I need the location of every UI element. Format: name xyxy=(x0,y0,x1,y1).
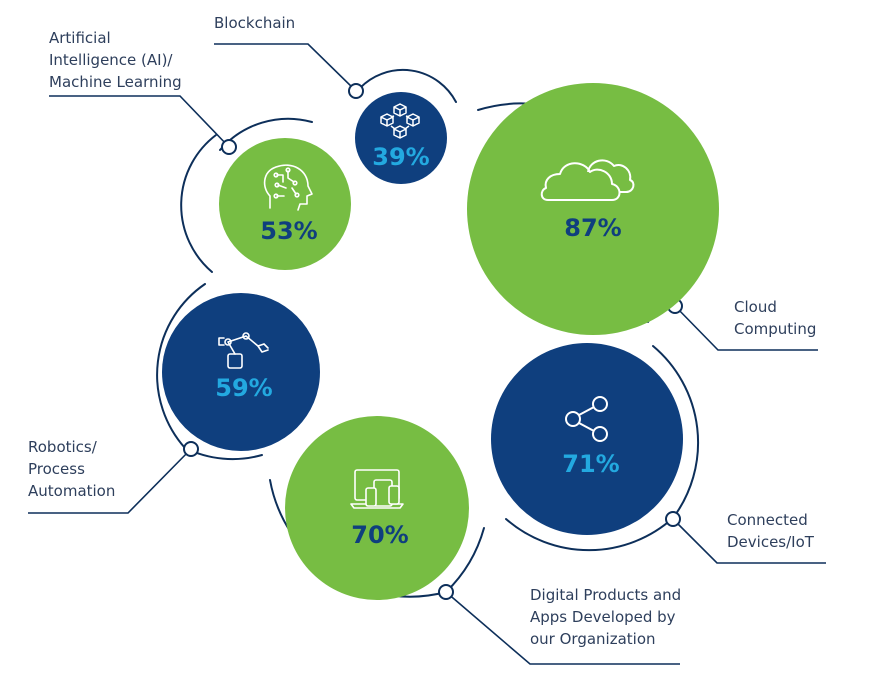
label-ai: Artificial Intelligence (AI)/ Machine Le… xyxy=(49,29,182,91)
arc-blockchain xyxy=(359,68,457,103)
dot-blockchain xyxy=(348,83,364,99)
label-cloud: Cloud Computing xyxy=(734,298,817,338)
dot-robotics xyxy=(183,441,199,457)
label-digital-products: Digital Products and Apps Developed by o… xyxy=(530,586,682,648)
label-iot: Connected Devices/IoT xyxy=(727,511,814,551)
arc-robotics xyxy=(156,283,206,449)
leader-digital xyxy=(445,591,680,665)
value-robotics: 59% xyxy=(215,374,272,402)
value-digital: 70% xyxy=(351,521,408,549)
leader-blockchain xyxy=(214,43,357,92)
dot-ai xyxy=(221,139,237,155)
value-blockchain: 39% xyxy=(372,143,429,171)
share-network-icon xyxy=(565,396,608,442)
robot-arm-icon xyxy=(218,332,269,369)
devices-icon xyxy=(350,469,404,509)
circle-ai xyxy=(219,138,351,270)
cloud-icon xyxy=(540,159,635,201)
circle-cloud xyxy=(467,83,719,335)
label-robotics: Robotics/ Process Automation xyxy=(28,438,116,500)
value-cloud: 87% xyxy=(564,214,621,242)
value-ai: 53% xyxy=(260,217,317,245)
leader-robotics xyxy=(28,448,192,514)
dot-iot xyxy=(665,511,681,527)
leader-iot xyxy=(672,518,826,564)
arc-ai xyxy=(180,134,217,273)
leader-ai xyxy=(49,95,230,148)
circle-iot xyxy=(491,343,683,535)
value-iot: 71% xyxy=(562,450,619,478)
circle-robotics xyxy=(162,293,320,451)
arc-iot-bottom xyxy=(505,517,674,552)
label-blockchain: Blockchain xyxy=(214,14,296,32)
dot-digital xyxy=(438,584,454,600)
leader-cloud xyxy=(674,305,818,351)
blockchain-icon xyxy=(380,103,420,139)
arc-iot xyxy=(652,345,700,519)
ai-head-icon xyxy=(263,164,313,211)
